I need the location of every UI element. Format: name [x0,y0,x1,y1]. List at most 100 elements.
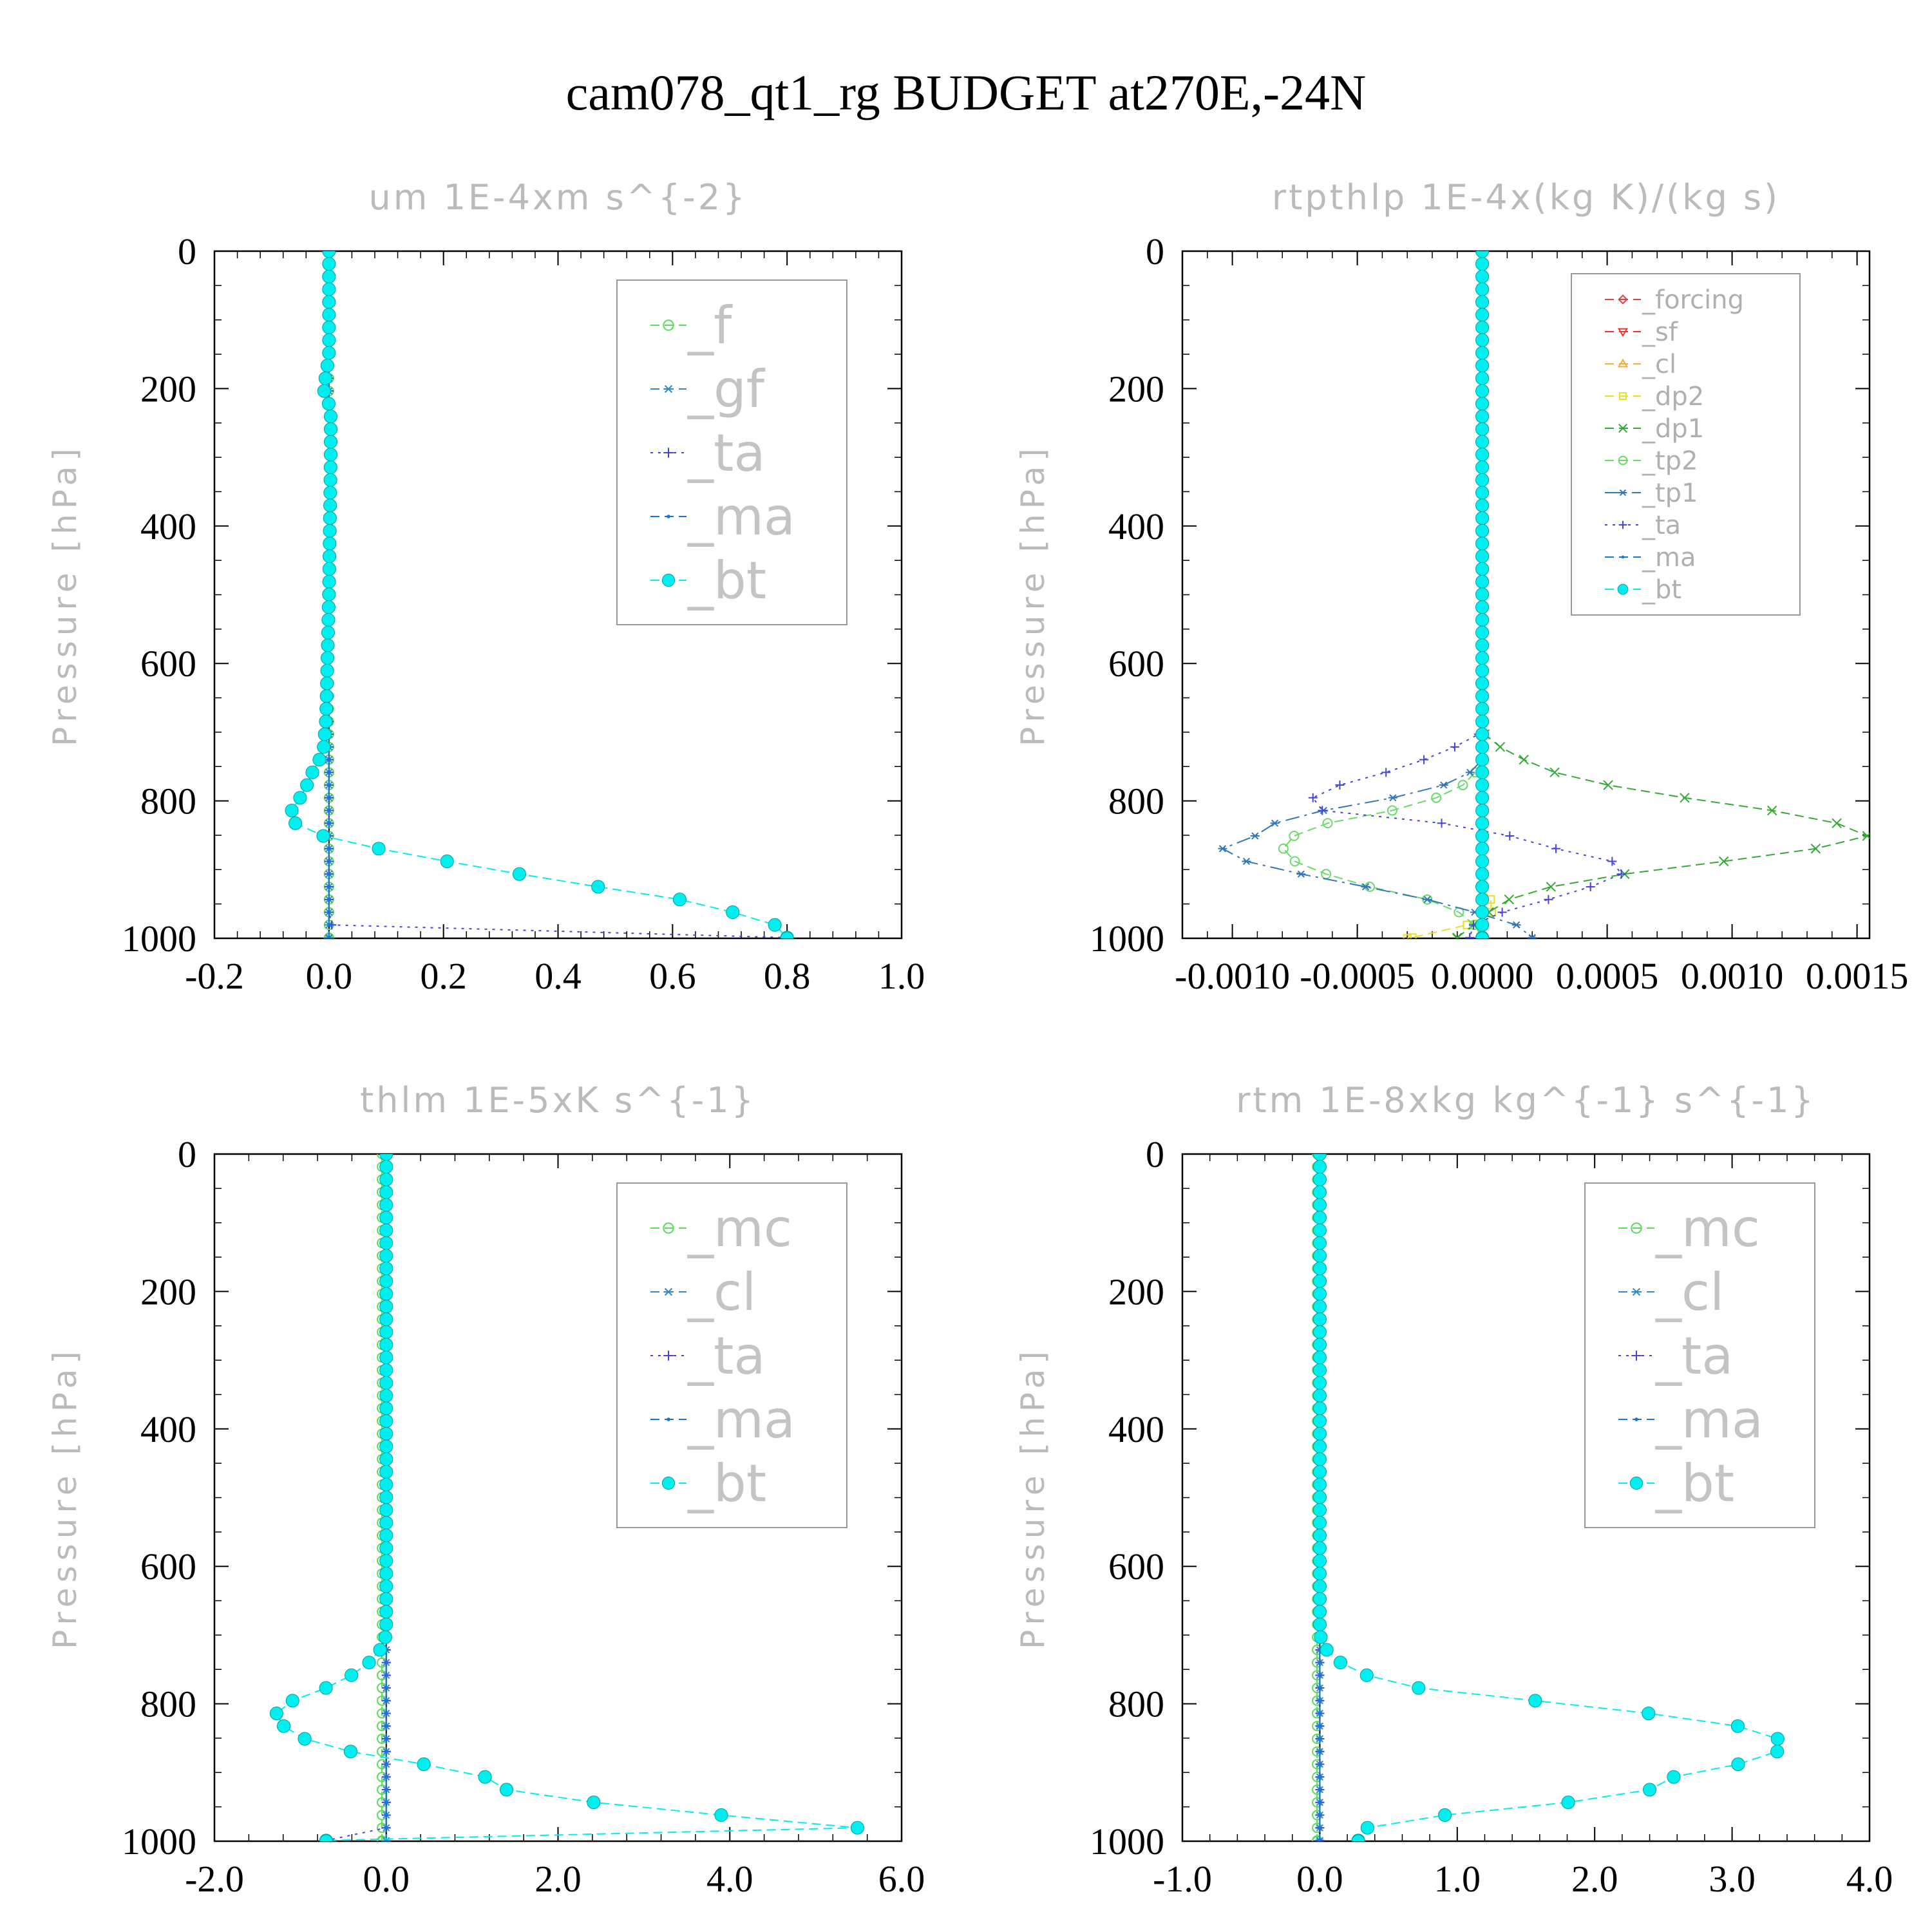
data-point [1475,562,1490,576]
data-point [322,587,336,601]
data-point [1475,549,1490,564]
data-point [1475,867,1490,881]
data-point [1475,778,1490,792]
data-point [663,448,674,458]
legend-label: _tp1 [1642,478,1698,508]
data-point [1437,819,1446,828]
data-point [322,251,336,258]
data-point [378,1630,392,1644]
x-tick-label: -0.0005 [1300,955,1415,997]
data-point [1381,768,1391,777]
data-point [663,319,674,331]
series-bt [1475,251,1490,938]
series-bt [1312,1154,1785,1841]
data-point [1439,781,1448,789]
data-point [1475,410,1490,424]
data-point [1312,1490,1327,1504]
y-axis-label: Pressure [hPa] [1014,1346,1052,1649]
x-tick-label: 6.0 [878,1858,925,1900]
data-point [320,676,334,690]
y-tick-label: 400 [1108,1408,1164,1450]
data-point [312,753,327,767]
data-point [322,269,336,284]
data-point [1312,1312,1327,1327]
data-point [1475,612,1490,627]
data-point [379,1312,393,1327]
y-tick-label: 400 [140,1408,196,1450]
legend-label: _cl [1642,350,1676,379]
data-point [1312,1414,1327,1428]
data-point [1475,638,1490,652]
x-tick-label: 3.0 [1709,1858,1756,1900]
data-point [1312,1185,1327,1199]
data-point [1475,308,1490,322]
legend-label: _forcing [1642,285,1744,315]
y-tick-label: 200 [1108,1271,1164,1312]
data-point [1618,392,1627,401]
data-point [1475,765,1490,779]
data-point [323,473,337,487]
y-tick-label: 600 [140,1546,196,1587]
data-point [1618,520,1627,529]
data-point [379,1338,393,1352]
data-point [1475,524,1490,538]
data-point [1607,857,1617,866]
legend-label: _ma [687,1390,795,1450]
data-point [1475,295,1490,309]
data-point [384,1661,388,1665]
data-point [305,765,319,779]
legend-box [1584,1182,1815,1528]
y-tick-label: 0 [178,231,196,272]
data-point [1250,832,1260,840]
data-point [1333,1656,1347,1670]
x-tick-label: 0.4 [535,955,582,997]
data-point [379,1592,393,1606]
x-tick-label: 0.8 [764,955,811,997]
y-tick-label: 400 [1108,506,1164,547]
data-point [1546,882,1557,892]
data-point [327,923,331,927]
data-point [1504,895,1515,905]
legend-label: _ma [687,487,795,547]
data-point [1718,856,1729,867]
data-point [379,1541,393,1555]
data-point [1312,1464,1327,1479]
plot-area [1218,251,1870,938]
legend-label: _bt [687,551,766,611]
data-point [1618,423,1628,433]
data-point [384,1712,388,1716]
data-point [1667,1770,1681,1784]
data-point [322,282,336,296]
x-tick-label: 4.0 [706,1858,753,1900]
data-point [1318,1813,1321,1817]
data-point [322,574,336,589]
data-point [1318,1724,1321,1728]
series-bt [269,1154,864,1841]
x-tick-label: 0.0 [1296,1858,1343,1900]
data-point [1312,1388,1327,1403]
data-point [384,1788,388,1792]
data-point [1475,842,1490,856]
data-point [1318,1712,1321,1716]
data-point [323,498,337,513]
series-line [1282,251,1483,938]
data-point [591,880,605,894]
data-point [1312,1401,1327,1416]
data-point [327,910,331,914]
y-tick-label: 800 [1108,1683,1164,1725]
y-tick-label: 400 [140,506,196,547]
data-point [1312,1503,1327,1517]
data-point [379,1363,393,1378]
data-point [1218,845,1227,853]
data-point [319,1834,333,1841]
data-point [1419,755,1429,764]
data-point [1544,895,1553,904]
data-point [316,829,330,843]
data-point [320,651,335,665]
data-point [1312,1249,1327,1263]
legend-label: _dp2 [1642,382,1704,412]
data-point [1312,1300,1327,1314]
data-point [1475,251,1490,258]
x-tick-label: 0.0 [363,1858,410,1900]
data-point [323,511,337,526]
